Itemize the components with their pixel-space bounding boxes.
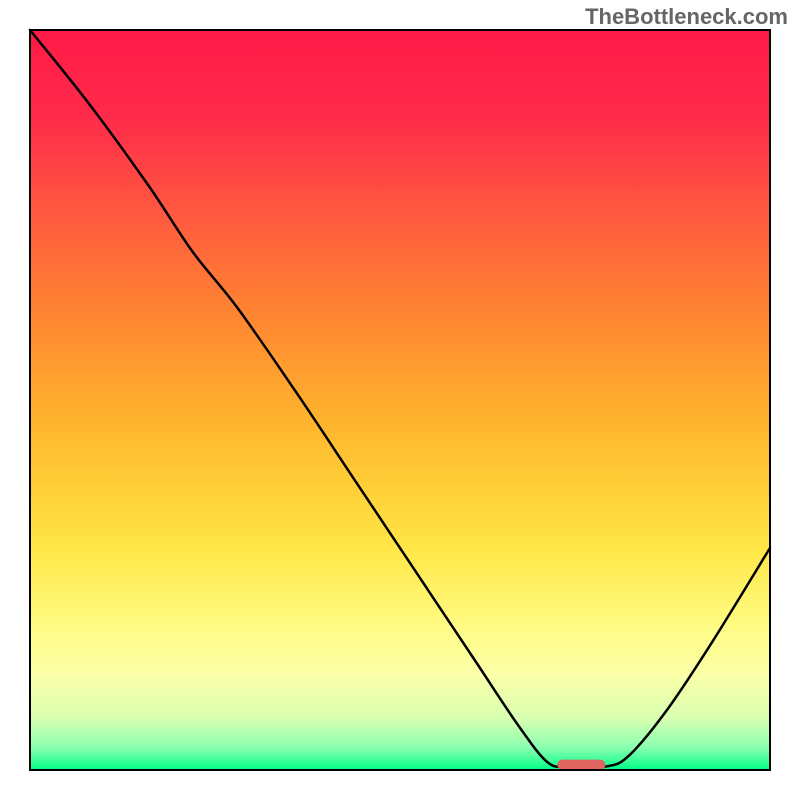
marker-group [557, 760, 605, 770]
sweet-spot-marker [557, 760, 605, 770]
chart-svg [0, 0, 800, 800]
bottleneck-chart [0, 0, 800, 800]
chart-background [30, 30, 770, 770]
watermark-text: TheBottleneck.com [585, 4, 788, 30]
